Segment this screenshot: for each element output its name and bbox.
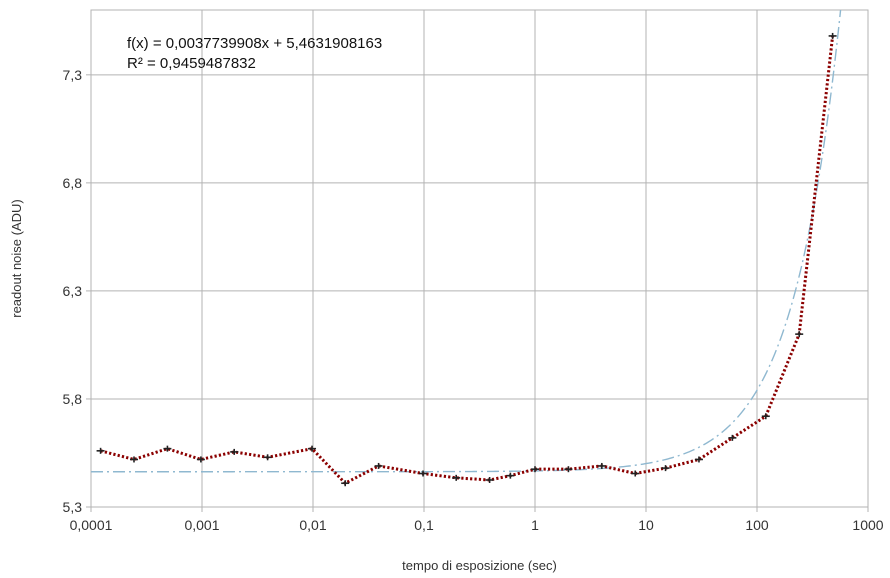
x-tick-label: 0,001	[184, 517, 219, 533]
y-axis-title: readout noise (ADU)	[9, 199, 24, 318]
data-point	[631, 470, 640, 477]
data-point	[694, 456, 703, 463]
trendline-equation: f(x) = 0,0037739908x + 5,4631908163	[127, 35, 382, 52]
data-point	[485, 476, 494, 483]
data-series	[96, 32, 837, 487]
data-point	[597, 462, 606, 469]
data-point	[506, 472, 515, 479]
series-line	[100, 35, 835, 486]
data-point	[661, 465, 670, 472]
x-tick-label: 1	[531, 517, 539, 533]
data-point	[196, 456, 205, 463]
x-axis-title: tempo di esposizione (sec)	[402, 558, 557, 573]
x-tick-label: 100	[745, 517, 769, 533]
data-point	[761, 413, 770, 420]
x-tick-label: 0,01	[299, 517, 326, 533]
trendline-r-squared: R² = 0,9459487832	[127, 55, 256, 72]
data-point	[419, 470, 428, 477]
data-point	[531, 466, 539, 473]
data-point	[163, 445, 172, 452]
x-tick-label: 0,1	[414, 517, 434, 533]
y-tick-label: 5,3	[63, 499, 83, 515]
y-tick-label: 6,3	[63, 283, 83, 299]
data-point	[564, 466, 573, 473]
data-point	[130, 456, 139, 463]
y-tick-label: 6,8	[63, 175, 83, 191]
trendline	[91, 9, 842, 473]
x-tick-label: 1000	[852, 517, 883, 533]
data-point	[374, 462, 383, 469]
y-axis-ticks: 5,3 5,8 6,3 6,8 7,3	[63, 67, 91, 515]
data-point	[96, 447, 105, 454]
data-point	[828, 32, 837, 39]
y-tick-label: 7,3	[63, 67, 83, 83]
data-point	[452, 474, 461, 481]
plot-frame	[90, 9, 869, 508]
x-tick-label: 0,0001	[70, 517, 113, 533]
data-point	[263, 454, 272, 461]
x-tick-label: 10	[638, 517, 654, 533]
data-point	[230, 448, 239, 455]
data-point	[795, 331, 804, 338]
y-tick-label: 5,8	[63, 391, 83, 407]
trendline-path	[91, 9, 842, 473]
x-axis-ticks: 0,0001 0,001 0,01 0,1 1 10 100 1000	[70, 507, 884, 533]
data-point	[308, 445, 317, 452]
grid	[90, 10, 869, 508]
data-point	[728, 434, 737, 441]
data-point	[341, 480, 350, 487]
